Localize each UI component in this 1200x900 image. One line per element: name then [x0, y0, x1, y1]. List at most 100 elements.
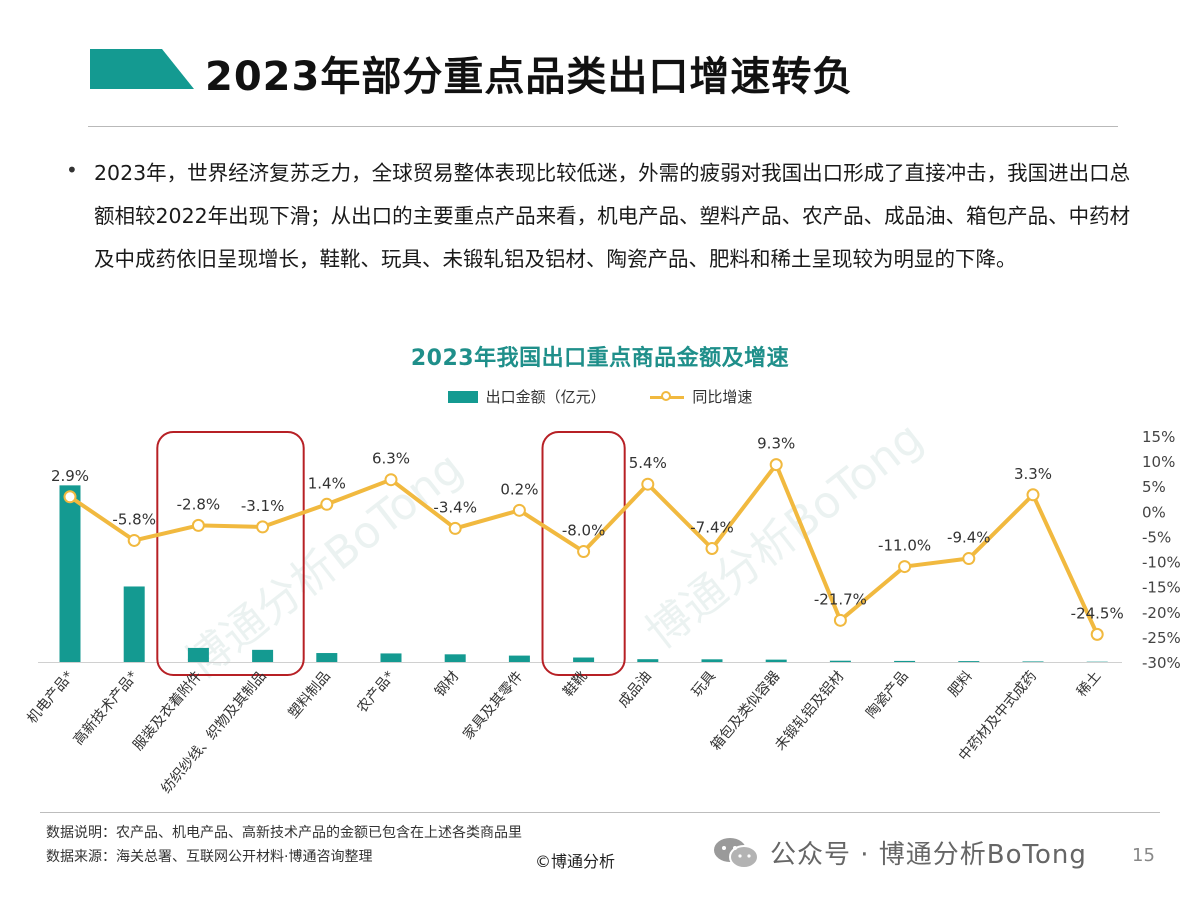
legend-label-amount: 出口金额（亿元） — [485, 388, 606, 406]
category-label: 家具及其零件 — [459, 668, 526, 743]
category-label: 玩具 — [689, 668, 719, 700]
growth-data-label: 2.9% — [51, 467, 89, 485]
wechat-icon — [714, 837, 759, 869]
growth-data-label: -5.8% — [112, 510, 156, 528]
category-label: 塑料制品 — [286, 668, 334, 721]
growth-point — [769, 458, 783, 472]
category-label: 农产品* — [354, 668, 398, 716]
growth-point — [833, 613, 847, 627]
category-label: 陶瓷产品 — [863, 668, 911, 721]
chart-title: 2023年我国出口重点商品金额及增速 — [410, 346, 790, 371]
legend-line-swatch — [650, 390, 685, 403]
bar — [59, 485, 81, 662]
data-note: 数据说明：农产品、机电产品、高新技术产品的金额已包含在上述各类商品里 — [46, 825, 522, 841]
category-label: 机电产品* — [24, 668, 77, 727]
intro-paragraph: 2023年，世界经济复苏乏力，全球贸易整体表现比较低迷，外需的疲弱对我国出口形成… — [94, 161, 1131, 271]
wechat-account: 公众号 · 博通分析BoTong — [712, 834, 1087, 871]
y-right-tick-label: 5% — [1142, 478, 1166, 496]
growth-point — [962, 552, 976, 566]
growth-data-label: -8.0% — [562, 522, 606, 540]
growth-data-label: -11.0% — [878, 537, 931, 555]
y-right-tick-label: -25% — [1142, 629, 1181, 647]
bar — [765, 659, 787, 662]
growth-point — [641, 477, 655, 491]
copyright: ©博通分析 — [535, 852, 616, 871]
growth-data-label: -24.5% — [1071, 604, 1124, 622]
growth-data-label: 5.4% — [629, 454, 667, 472]
chart-legend: 出口金额（亿元） 同比增速 — [0, 386, 1200, 407]
growth-data-label: 3.3% — [1014, 465, 1052, 483]
chart-growth-line — [63, 458, 1104, 641]
y-right-tick-label: -15% — [1142, 579, 1181, 597]
growth-point — [1090, 627, 1104, 641]
growth-point — [320, 497, 334, 511]
category-label: 高新技术产品* — [70, 668, 142, 749]
y-right-tick-label: -20% — [1142, 604, 1181, 622]
bar — [252, 649, 274, 662]
growth-data-label: -21.7% — [814, 590, 867, 608]
title-bar: 2023年部分重点品类出口增速转负 — [0, 0, 1200, 130]
chart-axes: 15% 10% 5% 0% -5% -10% -15% -20% -25% -30% — [38, 428, 1181, 672]
category-label: 鞋靴 — [560, 668, 590, 700]
chart-bars — [59, 485, 1108, 662]
y-right-tick-label: -5% — [1142, 528, 1171, 546]
category-label: 钢材 — [432, 668, 462, 700]
bar — [573, 657, 595, 662]
growth-data-label: -7.4% — [690, 518, 734, 536]
growth-data-label: -3.4% — [433, 498, 477, 516]
bar — [958, 661, 980, 662]
page-number: 15 — [1132, 845, 1155, 866]
growth-point — [256, 520, 270, 534]
y-right-tick-label: -10% — [1142, 554, 1181, 572]
growth-point — [127, 533, 141, 547]
footer-divider — [40, 812, 1160, 813]
growth-point — [512, 503, 526, 517]
growth-data-label: -2.8% — [177, 495, 221, 513]
growth-point — [1026, 488, 1040, 502]
growth-data-label: -3.1% — [241, 497, 285, 515]
bar — [316, 653, 338, 662]
y-right-tick-label: 15% — [1142, 428, 1175, 446]
category-label: 成品油 — [616, 668, 655, 710]
data-source: 数据来源：海关总署、互联网公开材料·博通咨询整理 — [46, 849, 373, 865]
bar — [508, 655, 530, 662]
growth-data-label: 9.3% — [757, 435, 795, 453]
growth-point — [448, 521, 462, 535]
wechat-label: 公众号 · 博通分析BoTong — [770, 840, 1087, 870]
growth-data-label: 6.3% — [372, 450, 410, 468]
category-label: 服装及衣着附件 — [130, 668, 205, 753]
bar — [123, 586, 145, 662]
category-label: 未锻轧铝及铝材 — [772, 668, 847, 753]
bar — [637, 659, 659, 662]
growth-data-label: 1.4% — [308, 474, 346, 492]
growth-data-label: 0.2% — [500, 480, 538, 498]
bar — [829, 660, 851, 662]
page-title: 2023年部分重点品类出口增速转负 — [205, 54, 854, 100]
bar — [701, 659, 723, 662]
category-label: 纺织纱线、织物及其制品 — [158, 668, 269, 796]
bullet-icon: • — [66, 158, 78, 182]
legend-item-amount: 出口金额（亿元） — [447, 386, 606, 407]
y-right-tick-label: 0% — [1142, 503, 1166, 521]
growth-data-label: -9.4% — [947, 529, 991, 547]
category-label: 稀土 — [1074, 668, 1104, 700]
growth-point — [63, 490, 77, 504]
title-divider — [88, 126, 1118, 127]
chart-data-labels: 2.9% -5.8% -2.8% -3.1% 1.4% 6.3% -3.4% 0.2% -8.0… — [51, 435, 1124, 623]
highlight-box — [541, 431, 626, 676]
legend-item-growth: 同比增速 — [650, 386, 752, 407]
legend-label-growth: 同比增速 — [692, 388, 753, 406]
legend-bar-swatch — [447, 390, 478, 403]
bar — [894, 660, 916, 662]
growth-point — [898, 560, 912, 574]
bar — [1022, 661, 1044, 662]
growth-point — [577, 545, 591, 559]
growth-point — [705, 541, 719, 555]
chart-highlight-boxes — [156, 431, 626, 676]
growth-point — [384, 473, 398, 487]
category-label: 肥料 — [946, 668, 976, 700]
bar — [187, 647, 209, 662]
y-right-tick-label: -30% — [1142, 654, 1181, 672]
